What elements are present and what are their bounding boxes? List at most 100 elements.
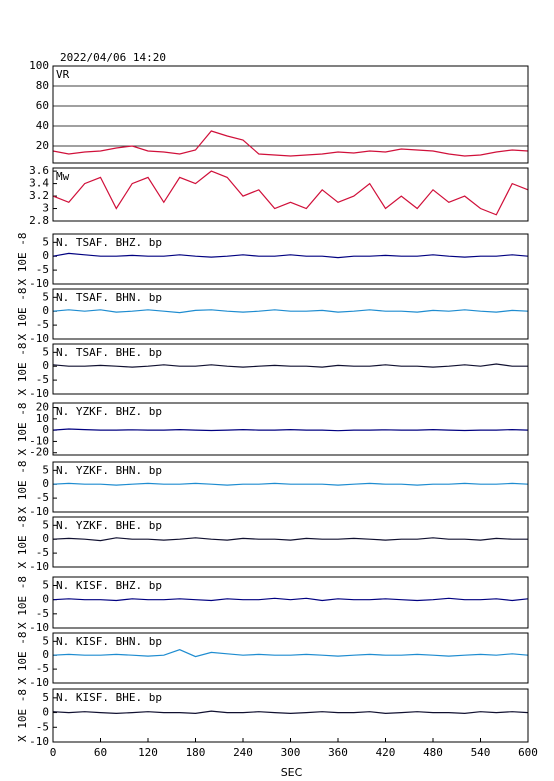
trace [52,597,529,602]
chart-title: 2022/04/06 14:20 [60,51,166,64]
y-tick-label: -10 [29,560,49,573]
trace [52,252,529,259]
y-tick-label: -5 [36,318,49,331]
panel-frame [52,65,529,164]
panel-label: N. YZKF. BHN. bp [56,464,162,477]
y-tick-label: -5 [36,263,49,276]
panel-frame [52,632,529,684]
panel-frame [52,288,529,340]
y-tick-label: 5 [42,290,49,303]
y-tick-label: -10 [29,505,49,518]
y-axis-label: X 10E -8 [16,689,29,742]
panel-frame [52,516,529,568]
panel-label: N. KISF. BHN. bp [56,635,162,648]
y-tick-label: -10 [29,621,49,634]
y-tick-label: -5 [36,720,49,733]
panel-label: N. YZKF. BHZ. bp [56,405,162,418]
x-tick-label: 120 [138,746,158,759]
trace [52,482,529,486]
panel-label: N. YZKF. BHE. bp [56,519,162,532]
y-tick-label: 3.6 [29,164,49,177]
y-axis-label: X 10E -8 [16,576,29,629]
y-tick-label: 3.4 [29,177,49,190]
y-tick-label: -10 [29,735,49,748]
panel-frame [52,233,529,285]
y-tick-label: 0 [42,648,49,661]
y-tick-label: 3 [42,202,49,215]
x-tick-label: 300 [281,746,301,759]
panel-label: N. KISF. BHE. bp [56,691,162,704]
y-tick-label: -10 [29,676,49,689]
y-tick-label: -5 [36,546,49,559]
y-tick-label: -5 [36,607,49,620]
y-tick-label: -5 [36,491,49,504]
x-tick-label: 240 [233,746,253,759]
y-tick-label: 2.8 [29,214,49,227]
x-tick-label: 60 [94,746,107,759]
panel-label: N. TSAF. BHZ. bp [56,236,162,249]
y-tick-label: 100 [29,59,49,72]
y-tick-label: 5 [42,634,49,647]
x-tick-label: 600 [518,746,538,759]
panel-label: N. TSAF. BHN. bp [56,291,162,304]
x-tick-label: 540 [471,746,491,759]
y-tick-label: 5 [42,235,49,248]
y-tick-label: 5 [42,518,49,531]
y-axis-label: X 10E -8 [16,403,29,456]
y-tick-label: 0 [42,477,49,490]
panel-frame [52,343,529,395]
y-tick-label: 0 [42,249,49,262]
y-tick-label: -10 [29,387,49,400]
y-tick-label: -5 [36,373,49,386]
panel-frame [52,461,529,513]
y-axis-label: X 10E -8 [16,516,29,569]
y-tick-label: 0 [42,706,49,719]
y-tick-label: -10 [29,332,49,345]
y-tick-label: 5 [42,345,49,358]
y-tick-label: 40 [36,119,49,132]
trace [52,130,529,157]
y-tick-label: 5 [42,691,49,704]
y-axis-label: X 10E -8 [16,288,29,341]
y-tick-label: 5 [42,579,49,592]
y-tick-label: -5 [36,662,49,675]
x-tick-label: 480 [423,746,443,759]
y-tick-label: 0 [42,359,49,372]
panel-frame [52,576,529,629]
x-axis-label: SEC [281,766,303,779]
trace [52,170,529,216]
y-tick-label: 60 [36,99,49,112]
y-axis-label: X 10E -8 [16,233,29,286]
trace [52,649,529,658]
trace [52,428,529,432]
trace [52,710,529,715]
panel-label: Mw [56,170,70,183]
x-tick-label: 360 [328,746,348,759]
x-tick-label: 180 [186,746,206,759]
trace [52,363,528,368]
panel-frame [52,402,529,456]
y-tick-label: 0 [42,593,49,606]
panel-label: N. KISF. BHZ. bp [56,579,162,592]
trace [52,309,529,314]
panel-frame [52,167,529,222]
y-tick-label: 10 [36,412,49,425]
panel-label: N. TSAF. BHE. bp [56,346,162,359]
x-tick-label: 420 [376,746,396,759]
y-tick-label: 80 [36,79,49,92]
y-tick-label: 3.2 [29,189,49,202]
y-tick-label: 0 [42,423,49,436]
y-axis-label: X 10E -8 [16,632,29,685]
y-tick-label: -10 [29,277,49,290]
y-tick-label: -10 [29,434,49,447]
y-tick-label: -20 [29,446,49,459]
y-tick-label: 0 [42,532,49,545]
x-tick-label: 0 [50,746,57,759]
y-tick-label: 5 [42,463,49,476]
panel-label: VR [56,68,70,81]
y-axis-label: X 10E -8 [16,343,29,396]
y-tick-label: 20 [36,401,49,414]
y-tick-label: 0 [42,304,49,317]
